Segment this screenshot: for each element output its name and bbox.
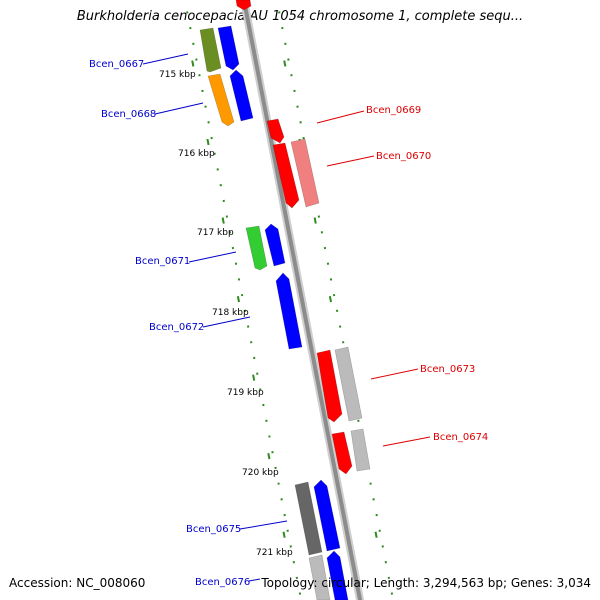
gene-feature[interactable]	[294, 481, 323, 556]
kbp-marker: 717 kbp	[197, 228, 234, 238]
gene-labels: Bcen_0667 Bcen_0668 Bcen_0671 Bcen_0672 …	[89, 59, 488, 588]
gene-feature[interactable]	[272, 142, 300, 209]
page-title: Burkholderia cenocepacia AU 1054 chromos…	[76, 9, 524, 24]
gene-label[interactable]: Bcen_0671	[135, 256, 190, 267]
gene-feature[interactable]	[308, 554, 331, 600]
sequence-backbone	[239, 0, 365, 600]
gene-feature[interactable]	[266, 118, 285, 144]
gene-feature[interactable]	[235, 0, 252, 11]
gene-label[interactable]: Bcen_0676	[195, 577, 250, 588]
gene-label[interactable]: Bcen_0672	[149, 322, 204, 333]
kbp-marker: 716 kbp	[178, 149, 215, 159]
gene-label[interactable]: Bcen_0674	[433, 432, 488, 443]
gene-feature[interactable]	[334, 346, 363, 422]
kbp-marker: 718 kbp	[212, 308, 249, 318]
tick-guides	[179, 0, 395, 600]
label-leaders	[142, 53, 431, 582]
gene-label[interactable]: Bcen_0667	[89, 59, 144, 70]
gene-feature[interactable]	[229, 69, 254, 122]
gene-feature[interactable]	[350, 428, 371, 472]
accession-text: Accession: NC_008060	[9, 576, 146, 590]
gene-feature[interactable]	[275, 272, 303, 350]
gene-label[interactable]: Bcen_0669	[366, 105, 421, 116]
kbp-marker: 715 kbp	[159, 70, 196, 80]
kbp-marker: 721 kbp	[256, 548, 293, 558]
gene-feature[interactable]	[264, 223, 286, 267]
gene-label[interactable]: Bcen_0670	[376, 151, 431, 162]
gene-feature[interactable]	[313, 479, 341, 552]
gene-label[interactable]: Bcen_0675	[186, 524, 241, 535]
gene-feature[interactable]	[207, 73, 235, 127]
gene-feature[interactable]	[245, 225, 268, 271]
gene-label[interactable]: Bcen_0673	[420, 364, 475, 375]
gene-feature[interactable]	[217, 25, 240, 71]
genes	[199, 0, 371, 600]
gene-feature[interactable]	[290, 138, 320, 208]
kbp-markers: 715 kbp 716 kbp 717 kbp 718 kbp 719 kbp …	[159, 70, 293, 558]
gene-feature[interactable]	[326, 550, 349, 600]
kbp-marker: 719 kbp	[227, 388, 264, 398]
kbp-marker: 720 kbp	[242, 468, 279, 478]
gene-feature[interactable]	[331, 431, 353, 475]
gene-feature[interactable]	[199, 27, 222, 73]
summary-text: Topology: circular; Length: 3,294,563 bp…	[261, 576, 591, 590]
gene-feature[interactable]	[316, 349, 343, 423]
gene-label[interactable]: Bcen_0668	[101, 109, 156, 120]
